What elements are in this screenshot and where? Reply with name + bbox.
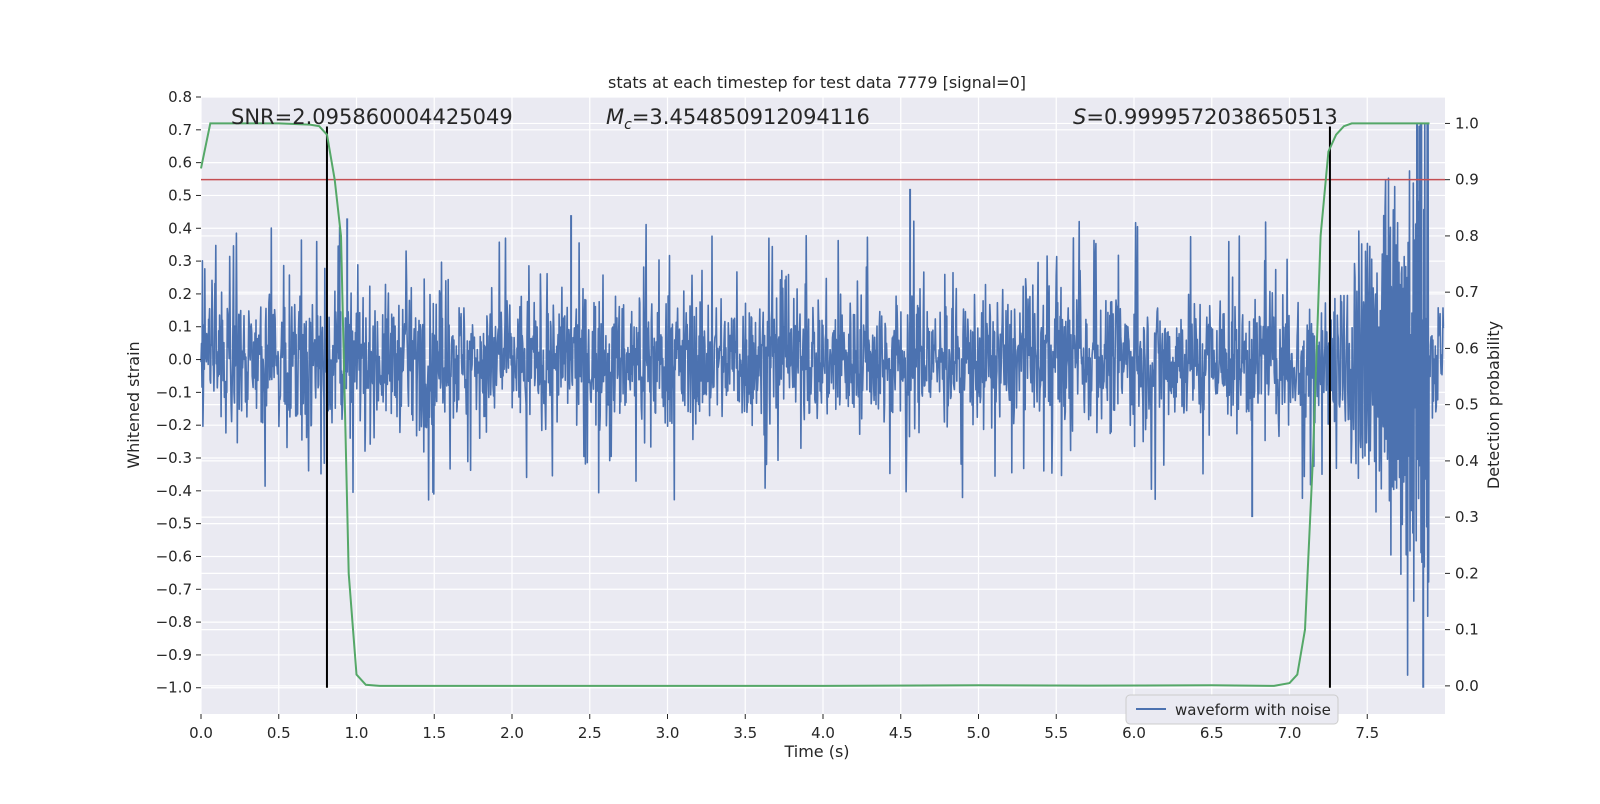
x-tick-label: 4.0: [811, 724, 835, 742]
legend-box: [1125, 694, 1339, 725]
y-right-tick-label: 0.3: [1455, 508, 1479, 526]
mc-subscript: c: [624, 117, 632, 133]
axes: 0.0 0.5 1.0 1.5 2.0 2.5 3.0 3.5 4.0 4.5 5.0 5.5 6.0 6…: [156, 88, 1479, 742]
y-right-tick-label: 1.0: [1455, 114, 1479, 132]
y-left-tick-label: −0.6: [156, 547, 192, 565]
s-symbol: S: [1073, 105, 1086, 129]
vertical-markers: [325, 126, 1331, 688]
y-left-tick-label: 0.8: [168, 88, 192, 106]
y-left-tick-label: 0.0: [168, 351, 192, 369]
y-left-tick-label: 0.6: [168, 154, 192, 172]
y-right-tick-label: 0.5: [1455, 396, 1479, 414]
y-left-tick-label: −0.5: [156, 515, 192, 533]
y-left-tick-label: −0.2: [156, 416, 192, 434]
y-right-tick-label: 0.9: [1455, 171, 1479, 189]
mc-value: =3.454850912094116: [632, 105, 870, 129]
y-left-tick-label: 0.5: [168, 186, 192, 204]
x-tick-label: 7.5: [1355, 724, 1379, 742]
x-tick-label: 6.0: [1122, 724, 1146, 742]
chart-title: stats at each timestep for test data 777…: [608, 73, 1026, 92]
chirp-mass-annotation: Mc=3.454850912094116: [606, 105, 870, 133]
legend-label: waveform with noise: [1175, 701, 1331, 719]
y-right-tick-label: 0.8: [1455, 227, 1479, 245]
y-right-tick-label: 0.4: [1455, 452, 1479, 470]
x-tick-label: 3.5: [733, 724, 757, 742]
y-left-tick-label: −0.4: [156, 482, 192, 500]
y-axis-label-left: Whitened strain: [124, 341, 143, 468]
probability-line: [200, 122, 1430, 687]
x-tick-label: 2.0: [500, 724, 524, 742]
x-tick-label: 4.5: [889, 724, 913, 742]
snr-annotation: SNR=2.095860004425049: [231, 105, 513, 129]
y-right-tick-label: 0.2: [1455, 564, 1479, 582]
mc-symbol: M: [606, 105, 624, 129]
y-left-tick-label: −0.1: [156, 383, 192, 401]
y-left-tick-label: −0.8: [156, 613, 192, 631]
x-tick-label: 7.0: [1278, 724, 1302, 742]
y-right-tick-label: 0.6: [1455, 339, 1479, 357]
y-right-tick-label: 0.0: [1455, 677, 1479, 695]
x-axis-label: Time (s): [783, 742, 849, 761]
x-tick-label: 0.0: [189, 724, 213, 742]
y-axis-label-right: Detection probability: [1484, 321, 1503, 489]
x-tick-label: 1.0: [345, 724, 369, 742]
y-left-tick-label: 0.2: [168, 285, 192, 303]
x-tick-label: 2.5: [578, 724, 602, 742]
y-left-tick-label: −0.9: [156, 646, 192, 664]
waveform-line: [200, 122, 1445, 676]
y-left-tick-label: −0.7: [156, 580, 192, 598]
x-tick-label: 5.5: [1044, 724, 1068, 742]
y-right-tick-label: 0.7: [1455, 283, 1479, 301]
x-tick-label: 5.0: [967, 724, 991, 742]
legend: waveform with noise: [1125, 694, 1339, 725]
s-value: =0.9999572038650513: [1086, 105, 1337, 129]
y-left-tick-label: 0.1: [168, 318, 192, 336]
probability-series: [200, 122, 1430, 687]
x-tick-label: 1.5: [422, 724, 446, 742]
y-left-tick-label: −0.3: [156, 449, 192, 467]
x-tick-label: 6.5: [1200, 724, 1224, 742]
x-tick-label: 3.0: [656, 724, 680, 742]
y-left-tick-label: 0.4: [168, 219, 192, 237]
y-left-tick-label: 0.3: [168, 252, 192, 270]
y-right-tick-label: 0.1: [1455, 621, 1479, 639]
y-left-tick-label: 0.7: [168, 121, 192, 139]
x-tick-label: 0.5: [267, 724, 291, 742]
y-left-tick-label: −1.0: [156, 679, 192, 697]
score-annotation: S=0.9999572038650513: [1073, 105, 1338, 129]
